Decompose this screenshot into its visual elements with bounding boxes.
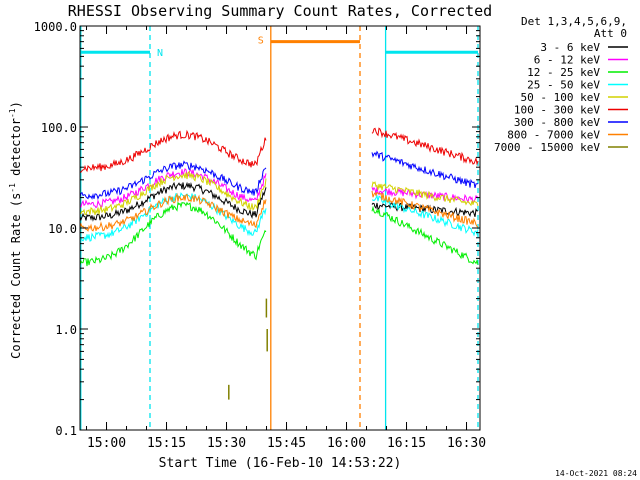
series-line [371, 194, 479, 237]
y-axis-label: Corrected Count Rate (s-1 detector-1) [8, 101, 23, 359]
legend-label: 3 - 6 keV [540, 41, 600, 54]
y-tick-label: 0.1 [55, 424, 77, 438]
x-tick-label: 16:15 [387, 436, 426, 451]
legend-label: 25 - 50 keV [527, 79, 600, 92]
series-line [371, 202, 478, 217]
y-tick-label: 10.0 [48, 222, 77, 236]
legend-label: 100 - 300 keV [514, 104, 600, 117]
series-line [79, 170, 267, 216]
series-line [79, 192, 267, 232]
legend-label: 7000 - 15000 keV [494, 141, 600, 154]
series-line [371, 190, 479, 228]
flag-label: N [157, 48, 163, 59]
series-line [371, 150, 479, 189]
series-line [371, 205, 479, 265]
series-line [79, 201, 267, 267]
series-line [79, 167, 267, 209]
chart-title: RHESSI Observing Summary Count Rates, Co… [68, 2, 492, 20]
series-line [79, 181, 267, 222]
plot-frame [79, 25, 481, 431]
series-line [79, 192, 267, 242]
x-tick-label: 15:00 [87, 436, 126, 451]
legend-header: Det 1,3,4,5,6,9, [521, 15, 627, 28]
x-tick-label: 16:00 [327, 436, 366, 451]
legend-label: 300 - 800 keV [514, 116, 600, 129]
legend-label: 800 - 7000 keV [507, 129, 600, 142]
footer-date: 14-Oct-2021 08:24 [555, 469, 637, 478]
x-tick-label: 15:45 [267, 436, 306, 451]
axes: 1000.0 100.0 10.0 1.0 0.1 15:00 15:15 15:30 15:4… [34, 20, 486, 451]
series-line [79, 160, 267, 200]
series-line [371, 127, 479, 166]
legend-header: Att 0 [594, 27, 627, 40]
legend-label: 6 - 12 keV [534, 54, 601, 67]
y-tick-label: 1000.0 [34, 20, 77, 34]
x-tick-label: 15:30 [207, 436, 246, 451]
flag-label: S [258, 36, 264, 47]
x-tick-label: 16:30 [447, 436, 486, 451]
series-line [79, 129, 267, 173]
legend-label: 50 - 100 keV [521, 91, 601, 104]
plot-content: NS [79, 26, 479, 430]
y-tick-label: 100.0 [41, 121, 77, 135]
series-line [371, 181, 479, 207]
y-tick-label: 1.0 [55, 323, 77, 337]
legend-label: 12 - 25 keV [527, 66, 600, 79]
x-axis-label: Start Time (16-Feb-10 14:53:22) [159, 456, 402, 471]
x-tick-label: 15:15 [147, 436, 186, 451]
